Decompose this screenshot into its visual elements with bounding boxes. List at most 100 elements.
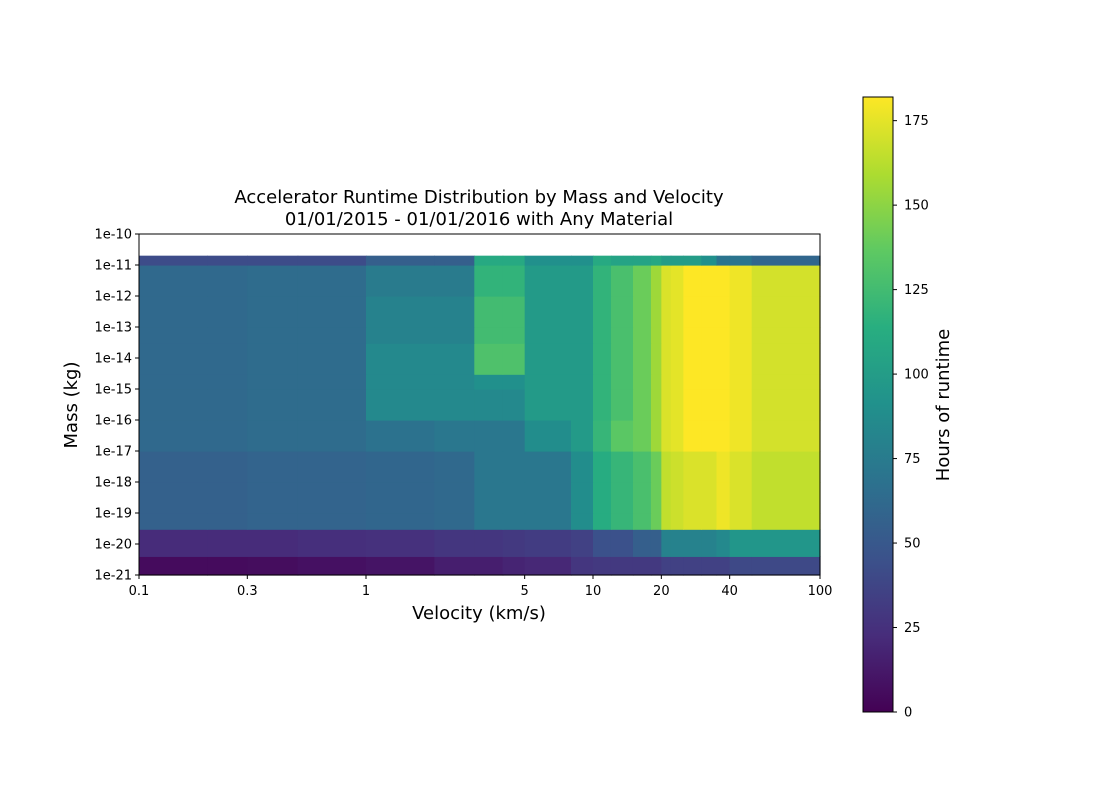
heatmap-cell <box>751 451 821 483</box>
heatmap-cell <box>716 296 731 328</box>
heatmap-cell <box>297 451 367 483</box>
heatmap-cell <box>751 556 821 576</box>
heatmap-cell <box>650 327 662 344</box>
heatmap-cell <box>632 265 652 297</box>
heatmap-cell <box>474 343 504 375</box>
heatmap-cell <box>524 296 572 328</box>
colorbar-tick-label: 0 <box>904 706 912 721</box>
heatmap-cell <box>650 529 662 557</box>
heatmap-cell <box>650 420 662 452</box>
heatmap-cell <box>474 529 504 557</box>
heatmap-cell <box>716 482 731 514</box>
colorbar-axis: 0 25 50 75 100 125 150 175 <box>893 114 929 721</box>
heatmap-cell <box>661 451 672 483</box>
heatmap-cell <box>524 343 572 375</box>
heatmap-cell <box>207 529 248 557</box>
heatmap-cell <box>593 420 612 452</box>
heatmap-cell <box>434 451 475 483</box>
heatmap-cell <box>716 327 731 344</box>
heatmap-cell <box>729 389 753 421</box>
heatmap-cell <box>297 513 367 530</box>
heatmap-cell <box>502 296 526 328</box>
heatmap-cell <box>701 420 718 452</box>
heatmap-cell <box>610 389 634 421</box>
heatmap-cell <box>632 343 652 375</box>
heatmap-cell <box>297 482 367 514</box>
heatmap-cell <box>751 529 821 557</box>
heatmap-cell <box>729 513 753 530</box>
heatmap-cell <box>139 265 208 297</box>
heatmap-cell <box>524 389 572 421</box>
heatmap-cell <box>683 556 702 576</box>
heatmap-cell <box>701 451 718 483</box>
heatmap-cell <box>297 374 367 390</box>
heatmap-cell <box>207 255 248 266</box>
heatmap-cell <box>366 420 435 452</box>
y-axis: 1e-10 1e-11 1e-12 1e-13 1e-14 1e-15 1e-16 1e-17… <box>94 228 139 584</box>
heatmap-cell <box>632 556 652 576</box>
heatmap-cell <box>751 389 821 421</box>
heatmap-cell <box>366 255 435 266</box>
heatmap-cell <box>247 513 299 530</box>
heatmap-cell <box>670 255 684 266</box>
heatmap-cell <box>610 482 634 514</box>
heatmap-cell <box>434 389 475 421</box>
heatmap-cell <box>366 451 435 483</box>
heatmap-cell <box>207 343 248 375</box>
y-tick-label: 1e-16 <box>94 414 132 429</box>
heatmap-cell <box>661 296 672 328</box>
heatmap-cell <box>474 389 504 421</box>
heatmap-cell <box>593 513 612 530</box>
heatmap-cell <box>524 529 572 557</box>
heatmap-cell <box>661 389 672 421</box>
heatmap-cell <box>670 265 684 297</box>
y-tick-label: 1e-15 <box>94 383 132 398</box>
heatmap-cell <box>716 556 731 576</box>
heatmap-cell <box>683 265 702 297</box>
heatmap-cell <box>434 482 475 514</box>
y-tick-label: 1e-10 <box>94 228 132 243</box>
heatmap-cell <box>502 529 526 557</box>
heatmap-cell <box>502 374 526 390</box>
heatmap-cell <box>593 482 612 514</box>
heatmap-cell <box>683 343 702 375</box>
heatmap-cell <box>247 343 299 375</box>
heatmap-cell <box>729 265 753 297</box>
heatmap-cell <box>297 296 367 328</box>
heatmap-cell <box>632 420 652 452</box>
heatmap-cell <box>650 374 662 390</box>
heatmap-cell <box>502 556 526 576</box>
heatmap-cell <box>661 482 672 514</box>
heatmap-cell <box>474 255 504 266</box>
heatmap-cell <box>571 556 594 576</box>
heatmap-cell <box>610 556 634 576</box>
heatmap-cell <box>247 420 299 452</box>
heatmap-cell <box>716 529 731 557</box>
heatmap-cell <box>593 389 612 421</box>
heatmap-cell <box>502 513 526 530</box>
heatmap-cell <box>716 513 731 530</box>
heatmap-cell <box>632 296 652 328</box>
heatmap-cell <box>661 420 672 452</box>
heatmap-cell <box>716 451 731 483</box>
heatmap-cell <box>593 374 612 390</box>
heatmap-cell <box>729 420 753 452</box>
heatmap-cell <box>434 420 475 452</box>
heatmap-cell <box>524 556 572 576</box>
heatmap-cell <box>650 513 662 530</box>
heatmap-cell <box>650 255 662 266</box>
heatmap-cell <box>751 374 821 390</box>
heatmap-cell <box>247 451 299 483</box>
heatmap-cell <box>670 420 684 452</box>
heatmap-cell <box>139 482 208 514</box>
heatmap-cell <box>366 374 435 390</box>
heatmap-cell <box>297 529 367 557</box>
heatmap-cell <box>650 482 662 514</box>
heatmap-cell <box>207 556 248 576</box>
heatmap-cell <box>716 420 731 452</box>
y-tick-label: 1e-11 <box>94 259 132 274</box>
heatmap-cell <box>593 343 612 375</box>
heatmap-cell <box>571 529 594 557</box>
heatmap-cell <box>670 529 684 557</box>
